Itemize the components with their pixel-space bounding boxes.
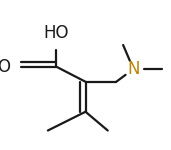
Text: HO: HO (44, 24, 69, 42)
Text: O: O (0, 58, 10, 76)
Text: N: N (127, 60, 140, 78)
